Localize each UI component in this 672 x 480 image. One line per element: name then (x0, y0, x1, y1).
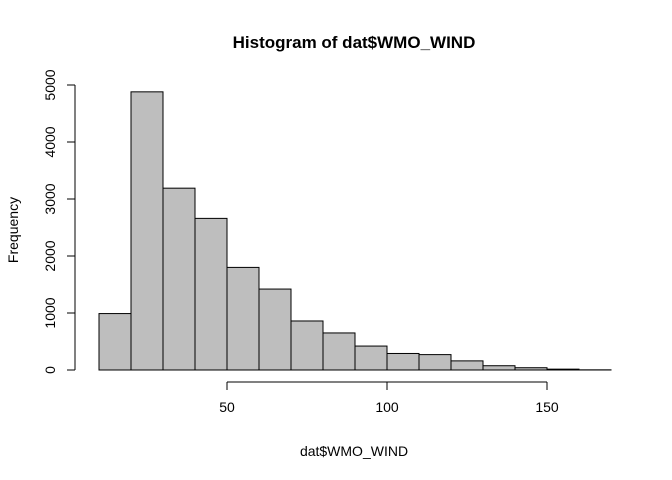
y-tick-label: 1000 (42, 297, 58, 328)
histogram-bar (130, 91, 164, 371)
chart-title: Histogram of dat$WMO_WIND (233, 33, 476, 52)
histogram-bar (322, 332, 356, 371)
y-axis-label: Frequency (5, 197, 21, 263)
y-axis: 0 1000 2000 3000 4000 5000 (42, 69, 76, 374)
histogram-bar (354, 345, 388, 371)
x-axis: 50 100 150 (219, 381, 559, 415)
y-tick-label: 4000 (42, 126, 58, 157)
x-tick-label: 150 (535, 399, 559, 415)
histogram-bar (194, 217, 228, 371)
y-tick-label: 0 (42, 366, 58, 374)
histogram-bar (290, 320, 324, 371)
y-tick-label: 5000 (42, 69, 58, 100)
y-tick-label: 3000 (42, 183, 58, 214)
histogram-bar (418, 354, 452, 371)
histogram-bar (482, 365, 516, 371)
histogram-bar (450, 360, 484, 371)
histogram-bar (258, 288, 292, 371)
x-tick-label: 100 (375, 399, 399, 415)
y-tick-label: 2000 (42, 240, 58, 271)
x-axis-label: dat$WMO_WIND (300, 443, 408, 459)
histogram-bar (514, 367, 548, 371)
histogram-bar (98, 313, 132, 371)
histogram-bar (162, 187, 196, 371)
x-tick-label: 50 (219, 399, 235, 415)
histogram-bar (386, 352, 420, 371)
bars-group (98, 91, 612, 371)
histogram-bar (226, 266, 260, 371)
histogram-bar (546, 368, 580, 371)
